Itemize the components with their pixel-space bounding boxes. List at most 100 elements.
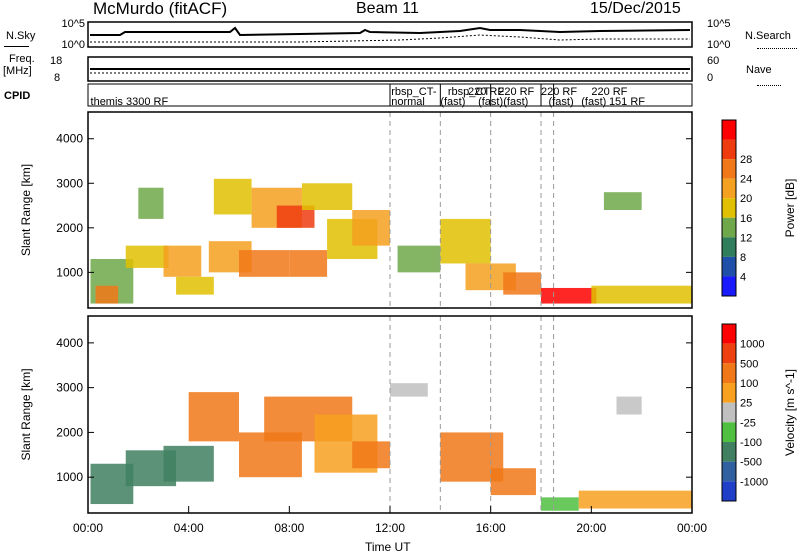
noise-right-top: 10^5 xyxy=(707,18,731,30)
velocity-region xyxy=(163,445,214,482)
radar-title: McMurdo (fitACF) xyxy=(93,0,228,18)
cpid-label-8: (fast) xyxy=(503,96,528,108)
colorbar-swatch xyxy=(722,422,736,442)
power-region xyxy=(213,178,252,215)
x-tick-label: 04:00 xyxy=(174,521,204,535)
colorbar-tick: 500 xyxy=(740,358,758,370)
colorbar-swatch xyxy=(722,178,736,199)
colorbar-swatch xyxy=(722,383,736,403)
colorbar-tick: 4 xyxy=(740,271,746,283)
colorbar-swatch xyxy=(722,120,736,140)
date-title: 15/Dec/2015 xyxy=(590,0,681,17)
freq-label-2: [MHz] xyxy=(3,65,32,77)
y-tick-label: 2000 xyxy=(56,221,83,235)
colorbar-swatch xyxy=(722,324,736,344)
time-axis-label: Time UT xyxy=(365,540,411,554)
x-tick-label: 08:00 xyxy=(274,521,304,535)
power-region xyxy=(397,245,441,273)
cpid-label-1: rbsp_CT- xyxy=(391,86,437,98)
cpid-label-10: (fast) xyxy=(549,96,574,108)
power-region xyxy=(440,218,491,264)
cpid-label-0: themis 3300 RF xyxy=(91,96,169,108)
velocity-region xyxy=(352,441,390,469)
cpid-label-2: normal xyxy=(391,96,425,108)
y-axis-label: Slant Range [km] xyxy=(19,164,33,256)
colorbar-swatch xyxy=(722,442,736,462)
velocity-region xyxy=(578,490,692,509)
x-tick-label: 12:00 xyxy=(375,521,405,535)
power-region xyxy=(125,245,169,268)
nave-dotted xyxy=(757,85,781,86)
power-region xyxy=(163,245,202,277)
colorbar-swatch xyxy=(722,276,736,296)
colorbar-tick: 20 xyxy=(740,193,752,205)
colorbar-tick: 28 xyxy=(740,154,752,166)
colorbar-swatch xyxy=(722,217,736,238)
nsky-underline xyxy=(4,46,29,47)
colorbar-frame xyxy=(721,119,737,297)
nsearch-label: N.Search xyxy=(745,30,791,42)
power-panel: 1000 2000 3000 4000 Slant Range [km] 4 8 12 16 20… xyxy=(19,111,797,309)
cpid-label-3: rbsp_CT xyxy=(448,86,490,98)
nsearch-dotted xyxy=(757,48,797,49)
colorbar-swatch xyxy=(722,402,736,423)
power-region xyxy=(301,183,353,210)
colorbar-tick: 12 xyxy=(740,232,752,244)
colorbar-swatch xyxy=(722,198,736,218)
freq-right-bottom: 0 xyxy=(707,72,713,84)
colorbar-tick: 8 xyxy=(740,252,746,264)
x-tick-label: 00:00 xyxy=(73,521,103,535)
colorbar-swatch xyxy=(722,461,736,482)
velocity-region xyxy=(490,468,536,496)
cpid-label-5: 220 RF xyxy=(468,86,504,98)
velocity-region xyxy=(390,383,428,397)
freq-label-1: Freq. xyxy=(9,53,35,65)
colorbar-tick: -25 xyxy=(740,417,756,429)
colorbar-swatch xyxy=(722,256,736,277)
colorbar-label: Velocity [m s^-1] xyxy=(783,369,797,456)
noise-sky-trace xyxy=(90,26,691,37)
noise-left-top: 10^5 xyxy=(61,18,85,30)
colorbar-swatch xyxy=(722,237,736,257)
power-region xyxy=(503,272,541,295)
y-tick-label: 4000 xyxy=(56,132,83,146)
cpid-label-12: (fast) xyxy=(581,96,606,108)
nave-label: Nave xyxy=(746,64,772,76)
y-tick-label: 2000 xyxy=(56,425,83,439)
freq-panel-frame xyxy=(87,56,693,82)
cpid-label: CPID xyxy=(4,90,31,102)
nsky-label: N.Sky xyxy=(6,30,36,42)
freq-panel: 18 8 60 0 xyxy=(50,55,719,84)
power-region xyxy=(276,205,315,228)
y-tick-label: 3000 xyxy=(56,381,83,395)
colorbar-tick: 16 xyxy=(740,213,752,225)
colorbar-frame xyxy=(721,323,737,502)
colorbar-tick: 24 xyxy=(740,174,752,186)
colorbar-tick: 1000 xyxy=(740,339,764,351)
noise-panel: 10^5 10^0 10^5 10^0 xyxy=(61,18,730,51)
velocity-region xyxy=(616,396,642,415)
power-region xyxy=(603,192,642,210)
y-axis-label: Slant Range [km] xyxy=(19,368,33,460)
x-tick-label: 20:00 xyxy=(576,521,606,535)
cpid-label-9: 220 RF xyxy=(541,86,577,98)
power-region xyxy=(591,285,692,304)
velocity-panel: 1000 2000 3000 4000 Slant Range [km] 1000 500 1… xyxy=(19,315,797,514)
freq-right-top: 60 xyxy=(707,55,719,67)
freq-left-bottom: 8 xyxy=(54,72,60,84)
noise-search-trace xyxy=(90,34,690,43)
colorbar-tick: -100 xyxy=(740,437,762,449)
y-tick-label: 1000 xyxy=(56,265,83,279)
cpid-label-13: 151 RF xyxy=(609,96,645,108)
x-tick-label: 00:00 xyxy=(677,521,707,535)
colorbar-label: Power [dB] xyxy=(783,179,797,238)
colorbar-swatch xyxy=(722,159,736,179)
power-region xyxy=(95,285,119,304)
cpid-label-4: (fast) xyxy=(440,96,465,108)
colorbar-swatch xyxy=(722,481,736,501)
colorbar-swatch xyxy=(722,139,736,160)
y-tick-label: 1000 xyxy=(56,470,83,484)
colorbar-tick: -1000 xyxy=(740,476,768,488)
beam-title: Beam 11 xyxy=(356,0,419,17)
